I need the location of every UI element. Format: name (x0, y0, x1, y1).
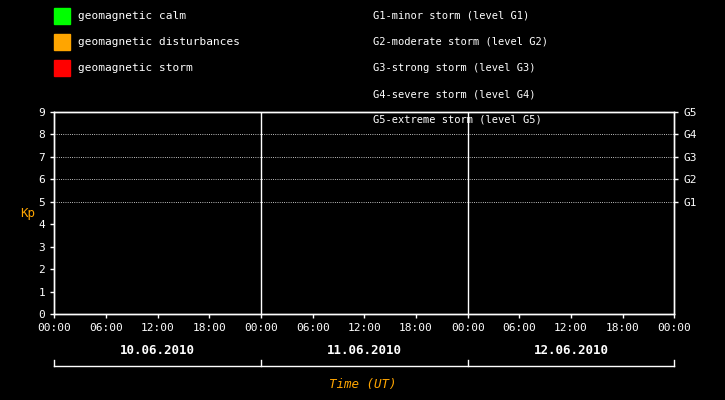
Text: 11.06.2010: 11.06.2010 (327, 344, 402, 356)
Text: 12.06.2010: 12.06.2010 (534, 344, 608, 356)
Text: G5-extreme storm (level G5): G5-extreme storm (level G5) (373, 115, 542, 125)
Text: geomagnetic calm: geomagnetic calm (78, 11, 186, 21)
Text: 10.06.2010: 10.06.2010 (120, 344, 195, 356)
Text: G4-severe storm (level G4): G4-severe storm (level G4) (373, 89, 536, 99)
Y-axis label: Kp: Kp (20, 206, 35, 220)
Text: geomagnetic disturbances: geomagnetic disturbances (78, 37, 239, 47)
Text: G1-minor storm (level G1): G1-minor storm (level G1) (373, 11, 530, 21)
Text: Time (UT): Time (UT) (328, 378, 397, 391)
Text: geomagnetic storm: geomagnetic storm (78, 63, 192, 73)
Text: G2-moderate storm (level G2): G2-moderate storm (level G2) (373, 37, 548, 47)
Text: G3-strong storm (level G3): G3-strong storm (level G3) (373, 63, 536, 73)
